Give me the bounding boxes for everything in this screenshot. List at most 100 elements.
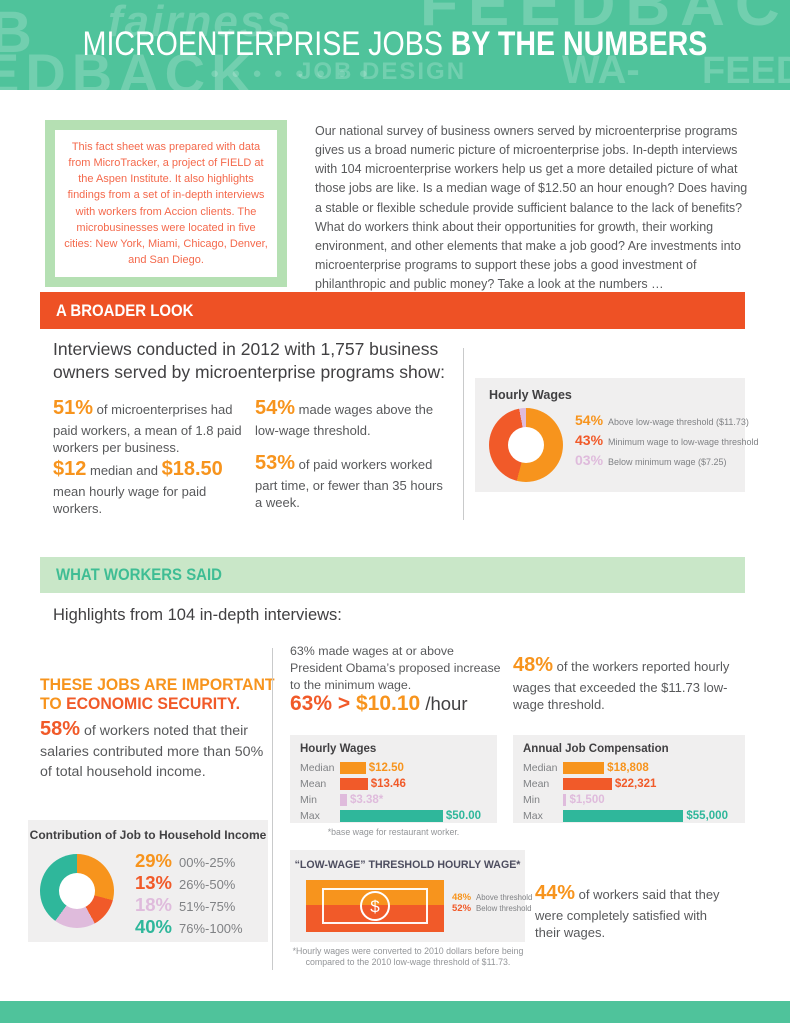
stat-text: median and <box>90 463 158 478</box>
bar-row: Min $3.38* <box>300 792 487 807</box>
stat-value: 44% <box>535 882 576 904</box>
bar-area: $50.00 <box>340 809 487 822</box>
stat-63-value: $10.10 <box>355 692 421 715</box>
bar-row: Max $55,000 <box>523 808 735 823</box>
legend-label: 51%-75% <box>179 899 236 914</box>
highlights-heading: Highlights from 104 in-depth interviews: <box>53 606 342 624</box>
bar-chart-footnote: *base wage for restaurant worker. <box>327 827 460 837</box>
legend-label: Below threshold <box>476 904 532 913</box>
header-pattern-word: FEED <box>702 50 790 90</box>
chart-legend: 48% Above threshold 52% Below threshold <box>452 892 532 914</box>
chart-title: “LOW-WAGE” THRESHOLD HOURLY WAGE* <box>294 859 521 871</box>
legend-row: 54% Above low-wage threshold ($11.73) <box>575 412 759 428</box>
vertical-divider <box>272 648 273 970</box>
vertical-divider <box>463 348 464 520</box>
bar <box>340 777 368 790</box>
stat-63-left: 63% > <box>290 692 356 715</box>
hourly-wages-donut-chart <box>489 408 563 482</box>
bar <box>563 777 612 790</box>
bar-area: $55,000 <box>563 809 735 822</box>
legend-label: Minimum wage to low-wage threshold <box>608 437 759 447</box>
bar-area: $22,321 <box>563 777 735 790</box>
broader-look-heading: Interviews conducted in 2012 with 1,757 … <box>53 339 445 383</box>
donut-hole <box>508 427 544 463</box>
bar-value-label: $22,321 <box>614 777 657 790</box>
stat-value: $18.50 <box>161 458 223 480</box>
chart-title: Annual Job Compensation <box>523 743 669 755</box>
economic-security-line2-prefix: TO <box>40 694 67 714</box>
legend-percent: 43% <box>575 432 604 448</box>
section-banner-label: A BROADER LOOK <box>56 300 194 320</box>
bar-category-label: Median <box>523 761 558 774</box>
stat-value: $12 <box>53 458 87 480</box>
legend-label: Above threshold <box>476 893 533 902</box>
stat-value: 53% <box>255 452 296 474</box>
stat-text: of workers noted that their salaries con… <box>40 723 264 780</box>
section-banner-label: WHAT WORKERS SAID <box>56 565 222 584</box>
bar-category-label: Mean <box>523 777 550 790</box>
page-title-bold: BY THE NUMBERS <box>450 25 708 63</box>
legend-label: 00%-25% <box>179 855 236 870</box>
legend-percent: 29% <box>134 850 172 871</box>
bar-row: Mean $22,321 <box>523 776 735 791</box>
stat-54-percent: 54% made wages above the low-wage thresh… <box>255 395 440 439</box>
stat-text: made wages above the low-wage threshold. <box>255 402 434 438</box>
bar-value-label: $12.50 <box>368 761 404 774</box>
bar-area: $1,500 <box>563 793 735 806</box>
dollar-bill-graphic: $ <box>306 880 444 932</box>
bar <box>340 761 366 774</box>
section-banner-broader-look: A BROADER LOOK <box>40 292 745 329</box>
legend-percent: 18% <box>134 894 172 915</box>
bar-area: $12.50 <box>340 761 487 774</box>
stat-value: 54% <box>255 397 296 419</box>
header-pattern-dots: ● ● ● ● ● ● ● ● <box>210 65 372 82</box>
bar <box>340 809 443 822</box>
household-income-donut-panel: Contribution of Job to Household Income … <box>28 820 268 942</box>
bar-area: $18,808 <box>563 761 735 774</box>
economic-security-line1: THESE JOBS ARE IMPORTANT <box>40 675 275 694</box>
bar <box>340 793 347 806</box>
bar-row: Median $12.50 <box>300 760 487 775</box>
legend-row: 43% Minimum wage to low-wage threshold <box>575 432 759 448</box>
stat-value: 58% <box>40 718 81 740</box>
page-title-regular: MICROENTERPRISE JOBS <box>82 25 451 63</box>
stat-text: mean hourly wage for paid workers. <box>53 483 207 517</box>
legend-percent: 40% <box>134 916 172 937</box>
bar-value-label: $13.46 <box>370 777 406 790</box>
stat-63-suffix: /hour <box>420 693 468 714</box>
donut-hole <box>59 873 95 909</box>
stat-text: of paid workers worked part time, or few… <box>255 457 443 511</box>
stat-value: 48% <box>513 654 554 676</box>
legend-label: 26%-50% <box>179 877 236 892</box>
bar-category-label: Max <box>523 809 543 822</box>
bar-area: $3.38* <box>340 793 487 806</box>
header-pattern-word: fairness <box>108 0 293 46</box>
bar-category-label: Min <box>523 793 540 806</box>
header-pattern-word: B <box>0 0 32 65</box>
bar <box>563 761 605 774</box>
bar-value-label: $3.38* <box>349 793 384 806</box>
stat-63-text: 63% made wages at or above President Oba… <box>290 644 501 692</box>
stat-wage: $12 median and $18.50 mean hourly wage f… <box>53 456 258 518</box>
hourly-wages-donut-panel: Hourly Wages 54% Above low-wage threshol… <box>475 378 759 492</box>
legend-percent: 48% <box>452 892 472 903</box>
stat-text: of the workers reported hourly wages tha… <box>513 659 730 713</box>
stat-value: 51% <box>53 397 94 419</box>
bar-row: Max $50.00 <box>300 808 487 823</box>
stat-53-percent: 53% of paid workers worked part time, or… <box>255 450 453 512</box>
bar-value-label: $18,808 <box>607 761 649 774</box>
stat-text: of microenterprises had paid workers, a … <box>53 402 242 456</box>
chart-title: Hourly Wages <box>489 388 572 402</box>
legend-row: 48% Above threshold <box>452 892 532 903</box>
bar-row: Min $1,500 <box>523 792 735 807</box>
bar-row: Median $18,808 <box>523 760 735 775</box>
stat-58-percent: 58% of workers noted that their salaries… <box>40 716 268 782</box>
hourly-wages-bar-chart: Hourly Wages Median $12.50 Mean $13.46 M… <box>290 735 497 823</box>
bar-area: $13.46 <box>340 777 487 790</box>
household-income-donut-chart <box>40 854 114 928</box>
bar-category-label: Mean <box>300 777 327 790</box>
bill-inner-border <box>322 888 428 924</box>
section-banner-what-workers-said: WHAT WORKERS SAID <box>40 557 745 593</box>
intro-paragraph: Our national survey of business owners s… <box>315 124 748 291</box>
